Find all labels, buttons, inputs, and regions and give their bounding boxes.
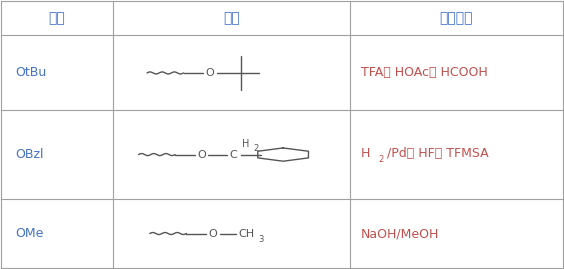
Text: O: O (197, 150, 206, 160)
Text: H: H (243, 139, 250, 149)
Text: CH: CH (239, 229, 254, 239)
Text: 2: 2 (253, 144, 259, 153)
Text: C: C (230, 150, 237, 160)
Text: OMe: OMe (15, 227, 43, 240)
Text: O: O (209, 229, 217, 239)
Text: TFA， HOAc， HCOOH: TFA， HOAc， HCOOH (361, 66, 487, 79)
Text: H: H (361, 147, 370, 160)
Text: 2: 2 (379, 155, 384, 164)
Text: O: O (206, 68, 214, 78)
Text: NaOH/MeOH: NaOH/MeOH (361, 227, 439, 240)
Text: 简称: 简称 (49, 11, 65, 25)
Text: 结构: 结构 (223, 11, 240, 25)
Text: /Pd， HF， TFMSA: /Pd， HF， TFMSA (387, 147, 489, 160)
Text: 脱除条件: 脱除条件 (440, 11, 473, 25)
Text: 3: 3 (258, 235, 263, 244)
Text: OBzl: OBzl (15, 148, 43, 161)
Text: OtBu: OtBu (15, 66, 46, 79)
